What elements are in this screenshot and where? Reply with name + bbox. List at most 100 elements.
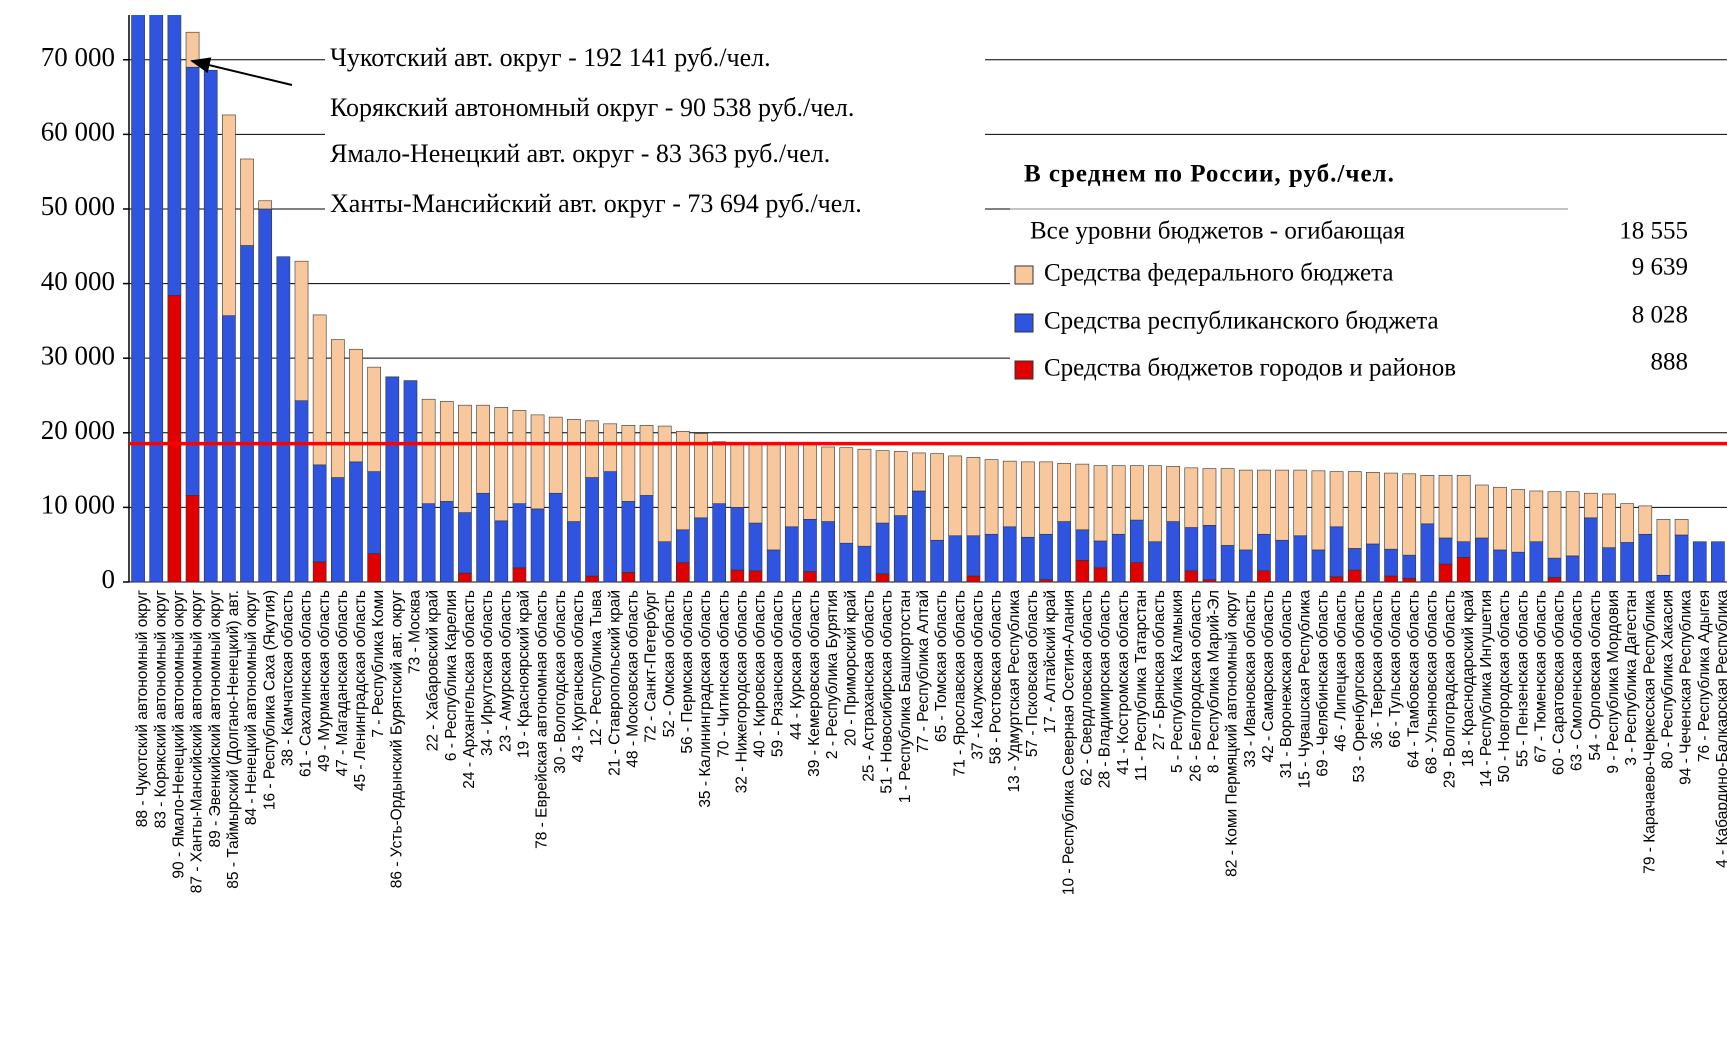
- bar-segment: [730, 569, 745, 583]
- y-tick-label: 30 000: [41, 340, 115, 370]
- legend-label: Все уровни бюджетов - огибающая: [1030, 218, 1405, 245]
- bar-segment: [603, 423, 618, 472]
- bar-segment: [512, 410, 527, 504]
- bar-segment: [1638, 533, 1653, 583]
- bar-segment: [1075, 560, 1090, 583]
- bar-segment: [1456, 557, 1471, 583]
- bar-segment: [948, 535, 963, 583]
- x-tick-label: 15 - Чувашская Республика: [1296, 590, 1313, 789]
- bar-segment: [748, 442, 763, 524]
- bar-segment: [730, 507, 745, 571]
- bar-segment: [1384, 548, 1398, 577]
- legend-swatch: [1014, 265, 1034, 285]
- y-tick-label: 70 000: [41, 42, 115, 72]
- bar-segment: [893, 451, 908, 516]
- bar-segment: [185, 495, 200, 583]
- x-tick-label: 70 - Читинская область: [715, 590, 732, 758]
- x-tick-label: 3 - Республика Дагестан: [1623, 590, 1640, 766]
- annotation: Чукотский авт. округ - 192 141 руб./чел.: [330, 43, 771, 72]
- legend-background: [1010, 150, 1727, 390]
- legend-title: В среднем по России, руб./чел.: [1024, 161, 1395, 188]
- bar-segment: [1275, 539, 1289, 583]
- bar-segment: [1674, 534, 1689, 583]
- bar-segment: [1202, 579, 1217, 583]
- x-tick-label: 72 - Санкт-Петербург: [643, 590, 660, 743]
- bar-segment: [1184, 570, 1199, 583]
- bar-segment: [1711, 541, 1725, 583]
- bar-segment: [621, 572, 636, 583]
- x-tick-label: 94 - Чеченская Республика: [1678, 590, 1695, 785]
- x-tick-label: 19 - Красноярский край: [516, 590, 533, 758]
- x-tick-label: 79 - Карачаево-Черкесская Республика: [1641, 590, 1658, 874]
- y-tick-label: 50 000: [41, 191, 115, 221]
- bar-segment: [567, 521, 581, 583]
- bar-segment: [984, 459, 999, 535]
- bar-segment: [494, 520, 509, 583]
- bar-segment: [367, 471, 381, 554]
- bar-segment: [930, 453, 944, 541]
- bar-segment: [1475, 537, 1489, 583]
- x-tick-label: 63 - Смоленская область: [1569, 590, 1586, 771]
- x-tick-label: 31 - Воронежская область: [1278, 590, 1295, 778]
- bar-segment: [1075, 529, 1090, 561]
- bar-segment: [1583, 492, 1598, 519]
- bar-segment: [585, 420, 599, 478]
- x-tick-label: 59 - Рязанская область: [770, 590, 787, 757]
- bar-segment: [912, 452, 926, 492]
- bar-segment: [1275, 469, 1289, 541]
- x-tick-label: 69 - Челябинская область: [1315, 590, 1332, 777]
- x-tick-label: 64 - Тамбовская область: [1405, 590, 1422, 768]
- bar-segment: [1475, 484, 1489, 539]
- bar-segment: [1238, 469, 1253, 551]
- x-tick-label: 14 - Республика Ингушетия: [1478, 590, 1495, 787]
- bar-segment: [875, 450, 890, 524]
- bar-segment: [1220, 545, 1235, 583]
- bar-segment: [1511, 489, 1526, 553]
- bar-segment: [367, 553, 381, 583]
- bar-segment: [676, 430, 690, 531]
- bar-segment: [821, 446, 835, 522]
- bar-segment: [1075, 463, 1090, 531]
- x-tick-label: 25 - Астраханская область: [861, 590, 878, 782]
- bar-segment: [1166, 466, 1180, 522]
- bar-segment: [458, 512, 472, 574]
- bar-segment: [712, 503, 727, 583]
- x-tick-label: 65 - Томская область: [933, 590, 950, 742]
- bar-segment: [784, 526, 799, 583]
- bar-segment: [1111, 533, 1126, 583]
- bar-segment: [621, 501, 636, 573]
- bar-segment: [258, 208, 273, 583]
- bar-segment: [403, 380, 418, 583]
- bar-segment: [966, 457, 981, 537]
- bar-segment: [1347, 471, 1362, 549]
- bar-segment: [676, 529, 690, 563]
- bar-segment: [476, 492, 490, 583]
- bar-segment: [912, 490, 926, 583]
- bar-segment: [1529, 490, 1544, 543]
- x-tick-label: 33 - Ивановская область: [1242, 590, 1259, 768]
- x-tick-label: 29 - Волгоградская область: [1442, 590, 1459, 788]
- bar-segment: [1420, 475, 1435, 525]
- legend-swatch: [1014, 360, 1034, 380]
- x-tick-label: 12 - Республика Тыва: [588, 590, 605, 746]
- bar-segment: [1311, 470, 1326, 551]
- x-tick-label: 24 - Архангельская область: [461, 590, 478, 789]
- x-tick-label: 57 - Псковская область: [1024, 590, 1041, 757]
- bar-segment: [367, 366, 381, 472]
- bar-segment: [712, 441, 727, 504]
- bar-segment: [349, 348, 363, 463]
- bar-segment: [1202, 468, 1217, 526]
- bar-segment: [1039, 533, 1053, 581]
- bar-segment: [294, 400, 309, 583]
- legend-value: 888: [1651, 349, 1689, 376]
- x-tick-label: 82 - Коми Пермяцкий автономный округ: [1224, 590, 1241, 877]
- bar-segment: [657, 425, 672, 543]
- bar-segment: [512, 567, 527, 583]
- bar-segment: [1384, 472, 1398, 550]
- bar-segment: [585, 477, 599, 577]
- bar-segment: [639, 425, 654, 496]
- y-tick-label: 10 000: [41, 490, 115, 520]
- bar-segment: [1529, 541, 1544, 583]
- bar-segment: [1638, 505, 1653, 535]
- x-tick-label: 13 - Удмуртская Республика: [1006, 590, 1023, 793]
